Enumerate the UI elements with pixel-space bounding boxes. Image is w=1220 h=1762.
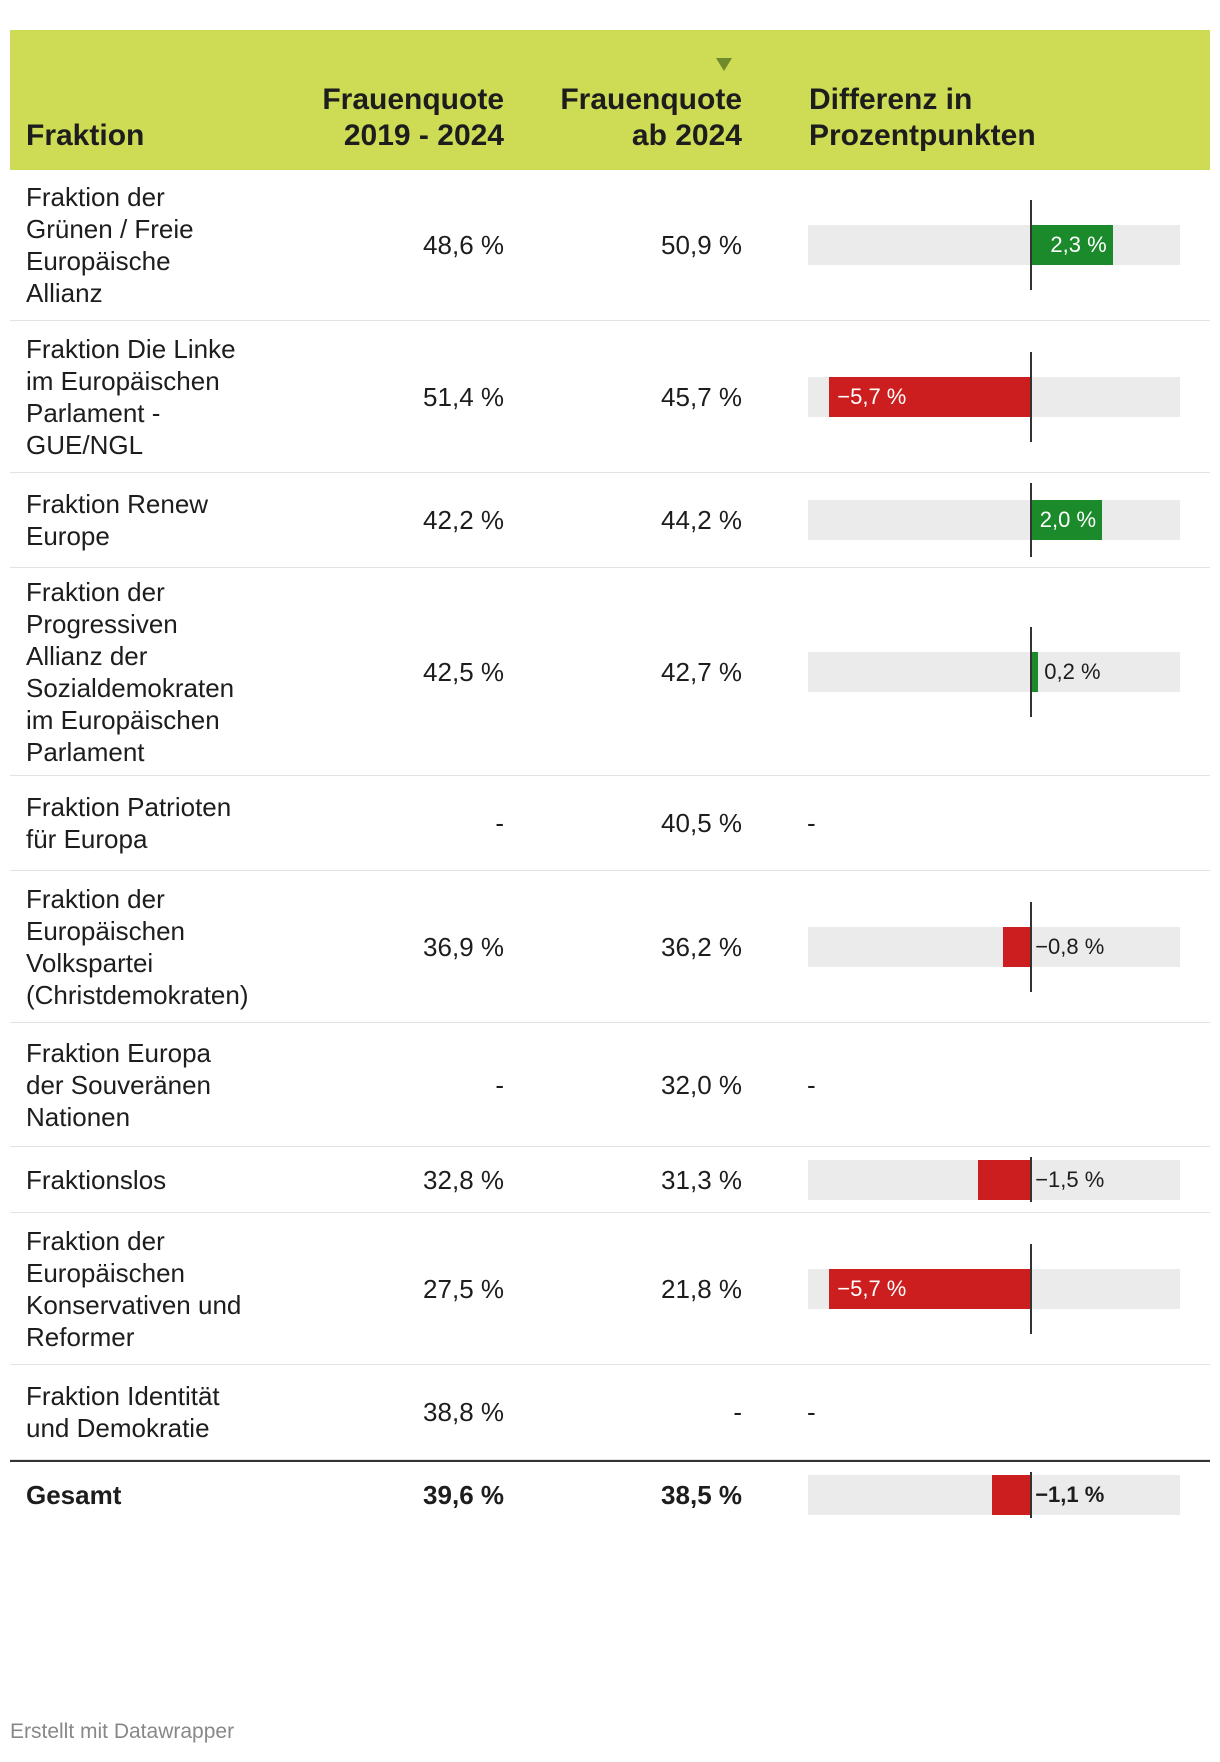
col-header-quote-2019[interactable]: Frauenquote 2019 - 2024 [322,83,504,152]
cell-differenz-empty: - [807,808,816,838]
cell-fraktion: Fraktion Die Linke im Europäischen Parla… [26,333,236,460]
table-row: Fraktion Renew Europe 42,2 % 44,2 % 2,0 % [10,473,1210,568]
cell-fraktion: Fraktion der Europäischen Konservativen … [26,1225,242,1352]
bar-track [808,225,1180,265]
zero-axis-line [1030,1472,1033,1518]
cell-differenz: −5,7 % [808,321,1180,472]
bar-track [808,926,1180,967]
bar-value-label: −0,8 % [1035,933,1105,959]
cell-fraktion: Fraktion der Europäischen Volkspartei (C… [26,883,249,1010]
col-header-quote-2024[interactable]: Frauenquote ab 2024 [560,83,742,152]
bar-track [808,500,1180,540]
cell-differenz: −5,7 % [808,1213,1180,1364]
table-row: Fraktion Identität und Demokratie 38,8 % -… [10,1365,1210,1460]
zero-axis-line [1030,200,1033,290]
zero-axis-line [1030,901,1033,992]
bar-negative [978,1159,1032,1200]
cell-quote-2024: 45,7 % [661,381,742,412]
total-row: Gesamt 39,6 % 38,5 % −1,1 % [10,1460,1210,1528]
table-row: Fraktion der Grünen / Freie Europäische … [10,170,1210,321]
cell-differenz: −1,1 % [808,1462,1180,1528]
cell-quote-2019: 48,6 % [423,230,504,260]
cell-quote-2024: 40,5 % [661,808,742,838]
cell-quote-2019: 32,8 % [423,1164,504,1195]
cell-quote-2024: 36,2 % [661,931,742,962]
cell-fraktion: Fraktion Patrioten für Europa [26,792,232,854]
col-header-differenz[interactable]: Differenz in Prozentpunkten [809,83,1036,152]
zero-axis-line [1030,626,1033,717]
col-header-fraktion[interactable]: Fraktion [26,119,145,152]
cell-fraktion: Gesamt [26,1480,122,1510]
cell-quote-2024: 50,9 % [661,230,742,260]
table-row: Fraktion der Europäischen Konservativen … [10,1213,1210,1365]
cell-quote-2024: 44,2 % [661,505,742,535]
cell-quote-2024: 32,0 % [661,1069,742,1100]
cell-quote-2019: 51,4 % [423,381,504,412]
bar-value-label: −1,1 % [1035,1482,1105,1507]
zero-axis-line [1030,1157,1033,1202]
cell-differenz-empty: - [807,1069,816,1100]
cell-quote-2024: 38,5 % [661,1480,742,1510]
cell-fraktion: Fraktion Renew Europe [26,489,209,551]
table-row: Fraktion Europa der Souveränen Nationen -… [10,1023,1210,1147]
cell-fraktion: Fraktionslos [26,1164,167,1195]
table-row: Fraktionslos 32,8 % 31,3 % −1,5 % [10,1147,1210,1213]
cell-quote-2019: 38,8 % [423,1397,504,1427]
cell-differenz: 0,2 % [808,568,1180,775]
bar-positive [1031,225,1113,265]
bar-track [808,651,1180,692]
cell-quote-2019: - [495,1069,504,1100]
cell-differenz: −1,5 % [808,1147,1180,1212]
table-body: Fraktion der Grünen / Freie Europäische … [10,170,1210,1528]
zero-axis-line [1030,483,1033,557]
bar-negative [829,376,1032,417]
cell-quote-2024: 31,3 % [661,1164,742,1195]
cell-quote-2019: 27,5 % [423,1273,504,1304]
cell-differenz: 2,3 % [808,170,1180,320]
bar-negative [829,1268,1032,1309]
bar-negative [992,1475,1032,1515]
bar-value-label: 2,0 % [1039,507,1097,532]
cell-fraktion: Fraktion der Grünen / Freie Europäische … [26,182,194,308]
cell-quote-2024: 42,7 % [661,656,742,687]
cell-fraktion: Fraktion der Progressiven Allianz der So… [26,576,235,767]
zero-axis-line [1030,1243,1033,1334]
cell-quote-2024: 21,8 % [661,1273,742,1304]
cell-fraktion: Fraktion Europa der Souveränen Nationen [26,1037,212,1132]
bar-value-label: 2,3 % [1050,232,1107,257]
footer-credit[interactable]: Erstellt mit Datawrapper [10,1720,235,1743]
table-row: Fraktion Patrioten für Europa - 40,5 % - [10,776,1210,871]
cell-quote-2019: - [495,808,504,838]
table-row: Fraktion der Progressiven Allianz der So… [10,568,1210,776]
sort-desc-icon [716,58,732,71]
table-header: Fraktion Frauenquote 2019 - 2024 Frauenq… [10,30,1210,170]
zero-axis-line [1030,351,1033,442]
bar-negative [1002,926,1032,967]
cell-fraktion: Fraktion Identität und Demokratie [26,1381,220,1443]
bar-value-label: −1,5 % [1035,1166,1105,1192]
cell-differenz-empty: - [807,1397,816,1427]
table-row: Fraktion der Europäischen Volkspartei (C… [10,871,1210,1023]
cell-quote-2024: - [733,1397,742,1427]
cell-differenz: −0,8 % [808,871,1180,1022]
cell-quote-2019: 42,5 % [423,656,504,687]
data-table: Fraktion Frauenquote 2019 - 2024 Frauenq… [10,30,1210,1528]
table-row: Fraktion Die Linke im Europäischen Parla… [10,321,1210,473]
cell-quote-2019: 42,2 % [423,505,504,535]
bar-positive [1031,500,1103,540]
bar-value-label: −5,7 % [837,1275,907,1301]
cell-quote-2019: 39,6 % [423,1480,504,1510]
bar-value-label: 0,2 % [1044,658,1101,684]
cell-differenz: 2,0 % [808,473,1180,567]
cell-quote-2019: 36,9 % [423,931,504,962]
bar-positive [1031,651,1039,692]
bar-value-label: −5,7 % [837,383,907,409]
